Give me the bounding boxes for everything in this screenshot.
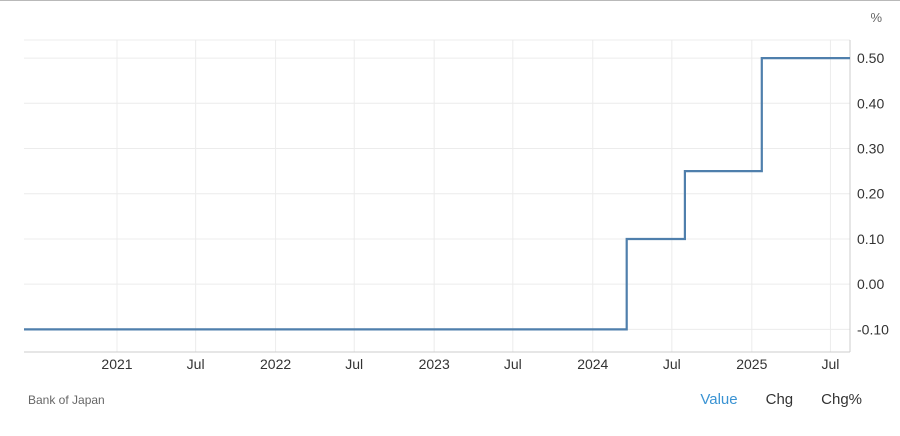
x-tick-label: 2025 bbox=[736, 356, 767, 372]
y-axis-ticks: -0.10 0.00 0.10 0.20 0.30 0.40 0.50 bbox=[857, 50, 889, 337]
chart-grid bbox=[24, 39, 850, 352]
tab-value[interactable]: Value bbox=[700, 391, 738, 408]
tab-chg-percent[interactable]: Chg% bbox=[821, 391, 862, 408]
x-tick-label: Jul bbox=[345, 356, 363, 372]
chart-axes bbox=[24, 40, 851, 353]
x-tick-label: Jul bbox=[187, 356, 205, 372]
x-tick-label: 2021 bbox=[101, 356, 132, 372]
x-axis-ticks: 2021 Jul 2022 Jul 2023 Jul 2024 Jul 2025 Jul bbox=[101, 356, 839, 372]
y-tick-label: 0.00 bbox=[857, 276, 884, 292]
tab-chg[interactable]: Chg bbox=[765, 391, 794, 408]
y-tick-label: 0.10 bbox=[857, 231, 884, 247]
top-divider bbox=[0, 0, 900, 1]
x-tick-label: Jul bbox=[821, 356, 839, 372]
y-tick-label: 0.40 bbox=[857, 95, 884, 111]
y-tick-label: -0.10 bbox=[857, 321, 889, 337]
x-tick-label: 2023 bbox=[419, 356, 450, 372]
x-tick-label: Jul bbox=[663, 356, 681, 372]
view-tabs: Value Chg Chg% bbox=[700, 391, 862, 408]
chart-series bbox=[24, 57, 850, 331]
x-tick-label: Jul bbox=[504, 356, 522, 372]
x-tick-label: 2022 bbox=[260, 356, 291, 372]
policy-rate-chart: -0.100.000.100.200.300.400.50 2021 Jul 202… bbox=[24, 10, 889, 372]
y-tick-label: 0.50 bbox=[857, 50, 884, 66]
y-tick-label: 0.20 bbox=[857, 186, 884, 202]
y-tick-label: 0.30 bbox=[857, 141, 884, 157]
source-label: Bank of Japan bbox=[28, 393, 105, 407]
y-axis-unit: % bbox=[870, 10, 882, 25]
x-tick-label: 2024 bbox=[577, 356, 608, 372]
series-line bbox=[24, 57, 850, 331]
